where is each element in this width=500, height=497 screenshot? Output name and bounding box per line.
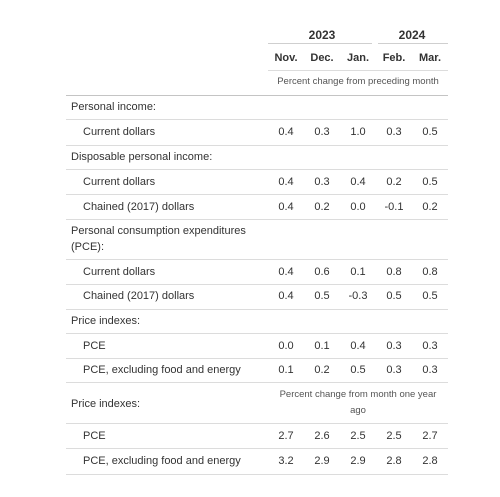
cell-value: 0.4: [278, 201, 294, 213]
cell-value: 0.4: [350, 176, 366, 188]
cell-value: 0.4: [350, 340, 366, 352]
cell-value: 0.2: [386, 176, 402, 188]
cell-value: 0.3: [386, 126, 402, 138]
row-divider: [66, 423, 448, 424]
cell-value: 3.2: [278, 455, 294, 467]
row-divider: [66, 284, 448, 285]
cell-value: 0.6: [314, 266, 330, 278]
row-label-price-indexes: Price indexes:: [71, 315, 141, 327]
year-header-row: 2023 2024: [268, 28, 448, 42]
row-divider: [66, 474, 448, 475]
cell-value: 0.5: [422, 176, 438, 188]
cell-value: 0.3: [314, 176, 330, 188]
month-header-nov: Nov.: [274, 52, 298, 64]
month-header-mar: Mar.: [418, 52, 441, 64]
cell-value: 0.4: [278, 126, 294, 138]
cell-value: 2.8: [422, 455, 438, 467]
row-divider: [66, 169, 448, 170]
row-divider: [66, 333, 448, 334]
cell-value: 0.3: [314, 126, 330, 138]
row-label-chained-dollars: Chained (2017) dollars: [83, 201, 195, 213]
row-divider: [66, 219, 448, 220]
cell-value: 2.9: [350, 455, 366, 467]
month-header-row: Nov. Dec. Jan. Feb. Mar.: [268, 52, 448, 66]
row-label-pce-core: PCE, excluding food and energy: [83, 455, 241, 467]
cell-value: 0.1: [314, 340, 330, 352]
row-divider: [66, 358, 448, 359]
row-label-current-dollars: Current dollars: [83, 126, 156, 138]
cell-value: 2.8: [386, 455, 402, 467]
cell-value: 0.3: [386, 364, 402, 376]
cell-value: 0.5: [350, 364, 366, 376]
year-2023-header: 2023: [308, 28, 336, 42]
cell-value: 0.3: [422, 340, 438, 352]
row-label-disposable-personal-income: Disposable personal income:: [71, 151, 213, 163]
cell-value: 0.2: [314, 201, 330, 213]
cell-value: 0.8: [422, 266, 438, 278]
header-bottom-rule: [66, 95, 448, 96]
cell-value: 0.5: [386, 290, 402, 302]
cell-value: 2.9: [314, 455, 330, 467]
cell-value: 0.0: [278, 340, 294, 352]
cell-value: 2.7: [422, 430, 438, 442]
cell-value: 0.4: [278, 176, 294, 188]
row-divider: [66, 448, 448, 449]
row-label-pce-core: PCE, excluding food and energy: [83, 364, 241, 376]
row-divider: [66, 119, 448, 120]
cell-value: 2.5: [386, 430, 402, 442]
month-header-jan: Jan.: [346, 52, 369, 64]
cell-value: 0.5: [422, 126, 438, 138]
cell-value: 1.0: [350, 126, 366, 138]
row-divider: [66, 309, 448, 310]
cell-value: -0.3: [348, 290, 368, 302]
cell-value: 0.3: [386, 340, 402, 352]
row-divider: [66, 194, 448, 195]
row-divider: [66, 259, 448, 260]
cell-value: -0.1: [384, 201, 404, 213]
row-label-personal-income: Personal income:: [71, 101, 156, 113]
row-label-current-dollars: Current dollars: [83, 176, 156, 188]
note-monthly: Percent change from preceding month: [277, 76, 439, 87]
row-divider: [66, 145, 448, 146]
cell-value: 0.3: [422, 364, 438, 376]
cell-value: 2.5: [350, 430, 366, 442]
year-2023-underline: [268, 43, 372, 44]
cell-value: 2.7: [278, 430, 294, 442]
row-label-chained-dollars: Chained (2017) dollars: [83, 290, 195, 302]
note-yearly: Percent change from month one year ago: [279, 389, 437, 416]
cell-value: 0.8: [386, 266, 402, 278]
month-underline: [268, 70, 448, 71]
cell-value: 2.6: [314, 430, 330, 442]
cell-value: 0.5: [422, 290, 438, 302]
cell-value: 0.4: [278, 290, 294, 302]
year-2024-underline: [378, 43, 448, 44]
month-header-feb: Feb.: [382, 52, 406, 64]
row-label-pce: Personal consumption expenditures (PCE):: [71, 225, 246, 253]
cell-value: 0.1: [278, 364, 294, 376]
cell-value: 0.4: [278, 266, 294, 278]
cell-value: 0.1: [350, 266, 366, 278]
row-divider: [66, 382, 448, 383]
row-label-price-indexes: Price indexes:: [71, 398, 141, 410]
row-label-current-dollars: Current dollars: [83, 266, 156, 278]
row-label-pce-index: PCE: [83, 340, 106, 352]
year-2024-header: 2024: [398, 28, 426, 42]
cell-value: 0.5: [314, 290, 330, 302]
cell-value: 0.2: [422, 201, 438, 213]
cell-value: 0.2: [314, 364, 330, 376]
month-header-dec: Dec.: [310, 52, 334, 64]
row-label-pce-index: PCE: [83, 430, 106, 442]
cell-value: 0.0: [350, 201, 366, 213]
